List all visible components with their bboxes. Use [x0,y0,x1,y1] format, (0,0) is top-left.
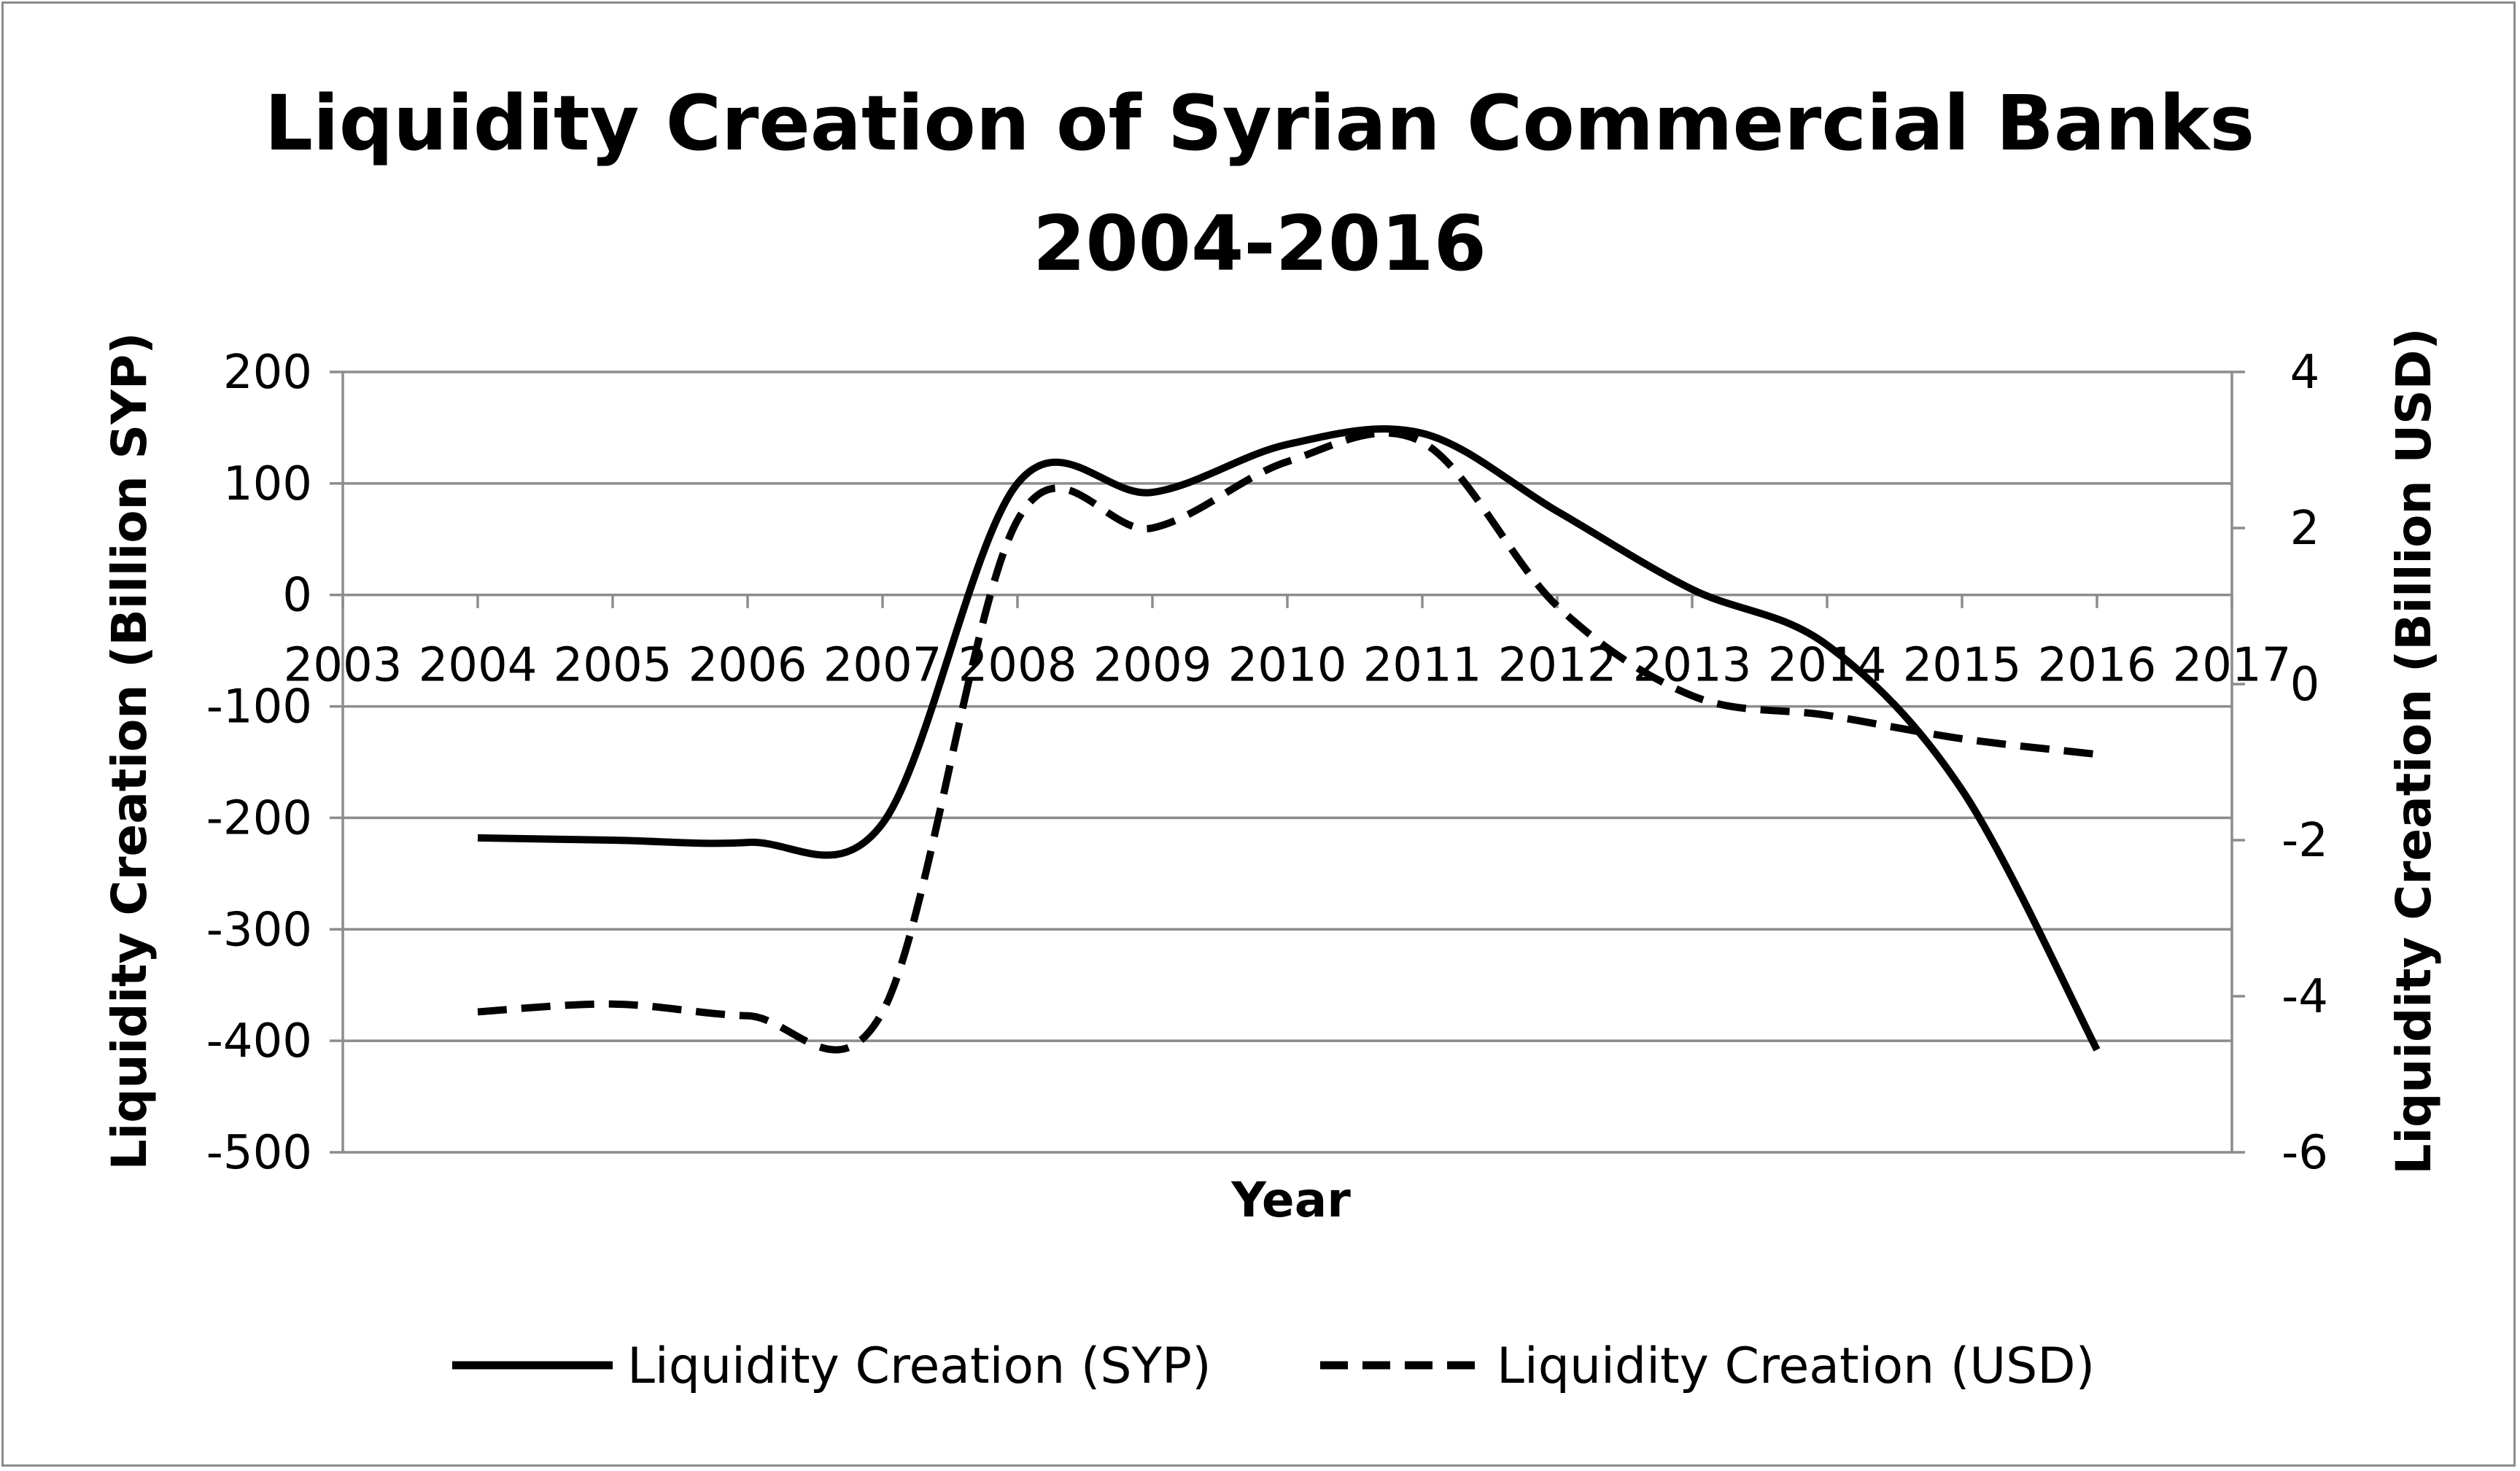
right-y-tick-label--6: -6 [2281,1126,2328,1180]
x-tick-label-2015: 2015 [1903,639,2022,693]
x-tick-label-2003: 2003 [284,639,403,693]
left-y-tick-label--200: -200 [206,791,312,845]
left-y-tick-label--500: -500 [206,1126,312,1180]
right-y-tick-labels: 4 2 0 -2 -4 -6 [2281,346,2328,1180]
x-tick-label-2013: 2013 [1633,639,1752,693]
data-series [477,425,2101,1054]
x-tick-label-2006: 2006 [689,639,807,693]
gridlines [343,370,2232,1154]
x-tick-label-2007: 2007 [823,639,942,693]
x-tick-label-2010: 2010 [1228,639,1347,693]
chart-title-line-2: 2004-2016 [1033,199,1486,288]
axes [330,370,2245,1154]
legend-label-syp: Liquidity Creation (SYP) [627,1338,1211,1395]
x-tick-label-2017: 2017 [2173,639,2292,693]
right-y-tick-label-2: 2 [2290,502,2320,556]
left-y-tick-label--100: -100 [206,680,312,734]
left-y-axis-title: Liquidity Creation (Billion SYP) [101,333,158,1171]
series-usd [477,429,2098,1054]
left-y-tick-label-100: 100 [223,457,312,511]
legend: Liquidity Creation (SYP) Liquidity Creat… [452,1338,2095,1395]
chart-title-line-1: Liquidity Creation of Syrian Commercial … [265,79,2255,168]
right-y-tick-label--4: -4 [2281,970,2328,1024]
left-y-tick-label--400: -400 [206,1014,312,1068]
x-tick-label-2004: 2004 [419,639,538,693]
x-tick-label-2009: 2009 [1093,639,1212,693]
left-y-tick-label-200: 200 [223,346,312,400]
chart-title: Liquidity Creation of Syrian Commercial … [265,79,2255,288]
x-tick-label-2016: 2016 [2038,639,2157,693]
legend-label-usd: Liquidity Creation (USD) [1497,1338,2095,1395]
right-y-tick-label-4: 4 [2290,346,2320,400]
right-y-tick-label-0: 0 [2290,658,2320,712]
left-y-tick-label--300: -300 [206,903,312,957]
x-axis-title: Year [1230,1172,1351,1228]
series-line-syp [477,425,2101,1052]
x-tick-label-2012: 2012 [1498,639,1617,693]
right-y-tick-label--2: -2 [2281,814,2328,868]
x-tick-labels: 2003 2004 2005 2006 2007 2008 2009 2010 2011 2012… [284,639,2292,693]
series-line-usd [477,429,2098,1054]
series-syp [477,425,2101,1052]
left-y-tick-labels: 200 100 0 -100 -200 -300 -400 -500 [206,346,312,1180]
x-tick-label-2005: 2005 [554,639,672,693]
right-y-axis-title: Liquidity Creation (Billion USD) [2386,327,2442,1174]
x-tick-label-2011: 2011 [1363,639,1482,693]
left-y-tick-label-0: 0 [282,569,312,623]
